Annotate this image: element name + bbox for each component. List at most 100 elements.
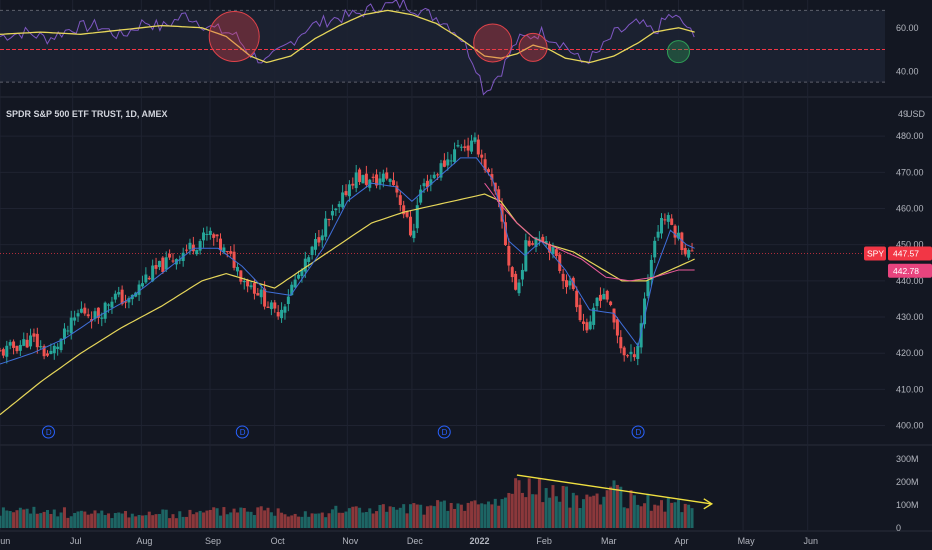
volume-bar[interactable] bbox=[62, 507, 66, 528]
candle[interactable] bbox=[636, 345, 640, 359]
volume-bar[interactable] bbox=[324, 517, 328, 528]
volume-bar[interactable] bbox=[212, 507, 216, 528]
candle[interactable] bbox=[385, 172, 389, 179]
volume-bar[interactable] bbox=[517, 480, 521, 528]
volume-bar[interactable] bbox=[86, 514, 90, 528]
candle[interactable] bbox=[347, 184, 351, 197]
volume-bar[interactable] bbox=[415, 504, 419, 528]
volume-bar[interactable] bbox=[317, 513, 321, 528]
volume-bar[interactable] bbox=[344, 511, 348, 528]
volume-bar[interactable] bbox=[503, 497, 507, 528]
volume-bar[interactable] bbox=[392, 507, 396, 528]
volume-bar[interactable] bbox=[595, 493, 599, 528]
volume-bar[interactable] bbox=[395, 509, 399, 528]
volume-bar[interactable] bbox=[558, 501, 562, 528]
candle[interactable] bbox=[673, 225, 677, 238]
candle[interactable] bbox=[503, 222, 507, 246]
candle[interactable] bbox=[195, 249, 199, 255]
candle[interactable] bbox=[147, 277, 151, 280]
volume-bar[interactable] bbox=[219, 515, 223, 528]
candle[interactable] bbox=[334, 208, 338, 211]
volume-bar[interactable] bbox=[334, 505, 338, 528]
candle[interactable] bbox=[249, 285, 253, 288]
candle[interactable] bbox=[466, 145, 470, 151]
volume-bar[interactable] bbox=[453, 508, 457, 528]
volume-bar[interactable] bbox=[252, 515, 256, 528]
volume-bar[interactable] bbox=[208, 509, 212, 528]
candle[interactable] bbox=[137, 284, 141, 295]
volume-bar[interactable] bbox=[507, 492, 511, 528]
candle[interactable] bbox=[480, 154, 484, 158]
highlight-circle[interactable] bbox=[518, 32, 548, 62]
volume-bar[interactable] bbox=[398, 507, 402, 528]
volume-bar[interactable] bbox=[432, 506, 436, 528]
volume-bar[interactable] bbox=[629, 490, 633, 528]
volume-bar[interactable] bbox=[293, 513, 297, 528]
volume-bar[interactable] bbox=[147, 511, 151, 528]
volume-bar[interactable] bbox=[35, 513, 39, 528]
candle[interactable] bbox=[124, 301, 128, 303]
candle[interactable] bbox=[524, 240, 528, 272]
candle[interactable] bbox=[619, 337, 623, 349]
candle[interactable] bbox=[575, 290, 579, 308]
candle[interactable] bbox=[103, 302, 107, 319]
candle[interactable] bbox=[490, 174, 494, 180]
volume-bar[interactable] bbox=[429, 505, 433, 528]
volume-bar[interactable] bbox=[592, 495, 596, 528]
volume-bar[interactable] bbox=[76, 511, 80, 528]
volume-bar[interactable] bbox=[232, 508, 236, 528]
volume-bar[interactable] bbox=[137, 514, 141, 528]
candle[interactable] bbox=[266, 306, 270, 308]
volume-bar[interactable] bbox=[310, 513, 314, 528]
volume-bar[interactable] bbox=[585, 494, 589, 528]
volume-bar[interactable] bbox=[178, 511, 182, 528]
candle[interactable] bbox=[269, 302, 273, 310]
candle[interactable] bbox=[666, 215, 670, 222]
moving-average-slow[interactable] bbox=[0, 193, 695, 416]
volume-bar[interactable] bbox=[554, 496, 558, 528]
volume-bar[interactable] bbox=[419, 504, 423, 528]
candle[interactable] bbox=[32, 333, 36, 337]
volume-bar[interactable] bbox=[446, 510, 450, 528]
candle[interactable] bbox=[548, 243, 552, 253]
candle[interactable] bbox=[419, 189, 423, 203]
volume-bar[interactable] bbox=[541, 502, 545, 528]
volume-bar[interactable] bbox=[626, 508, 630, 528]
volume-bar[interactable] bbox=[69, 516, 73, 528]
candle[interactable] bbox=[463, 146, 467, 148]
candle[interactable] bbox=[514, 273, 518, 290]
volume-bar[interactable] bbox=[456, 503, 460, 528]
candle[interactable] bbox=[219, 238, 223, 251]
candle[interactable] bbox=[117, 292, 121, 295]
volume-bar[interactable] bbox=[66, 517, 70, 528]
volume-bar[interactable] bbox=[59, 512, 63, 528]
volume-bar[interactable] bbox=[134, 516, 138, 528]
candle[interactable] bbox=[52, 345, 56, 354]
volume-bar[interactable] bbox=[12, 512, 16, 528]
candle[interactable] bbox=[534, 237, 538, 247]
candle[interactable] bbox=[364, 173, 368, 185]
candle[interactable] bbox=[408, 216, 412, 236]
candle[interactable] bbox=[568, 280, 572, 286]
volume-bar[interactable] bbox=[632, 495, 636, 528]
volume-bar[interactable] bbox=[493, 498, 497, 528]
volume-bar[interactable] bbox=[168, 518, 172, 528]
volume-bar[interactable] bbox=[551, 485, 555, 528]
last-price-badge[interactable]: SPY 447.57 bbox=[864, 246, 932, 261]
candle[interactable] bbox=[229, 251, 233, 254]
volume-bar[interactable] bbox=[239, 507, 243, 528]
candle[interactable] bbox=[375, 174, 379, 186]
candle[interactable] bbox=[86, 314, 90, 317]
volume-bar[interactable] bbox=[381, 504, 385, 528]
dividend-marker[interactable] bbox=[41, 425, 55, 439]
candle[interactable] bbox=[531, 243, 535, 245]
volume-bar[interactable] bbox=[636, 504, 640, 528]
volume-bar[interactable] bbox=[110, 518, 114, 528]
candle[interactable] bbox=[120, 289, 124, 305]
candle[interactable] bbox=[541, 236, 545, 242]
volume-bar[interactable] bbox=[351, 506, 355, 528]
volume-bar[interactable] bbox=[327, 513, 331, 528]
candle[interactable] bbox=[127, 297, 131, 303]
candle[interactable] bbox=[25, 339, 29, 348]
candle[interactable] bbox=[107, 304, 111, 306]
